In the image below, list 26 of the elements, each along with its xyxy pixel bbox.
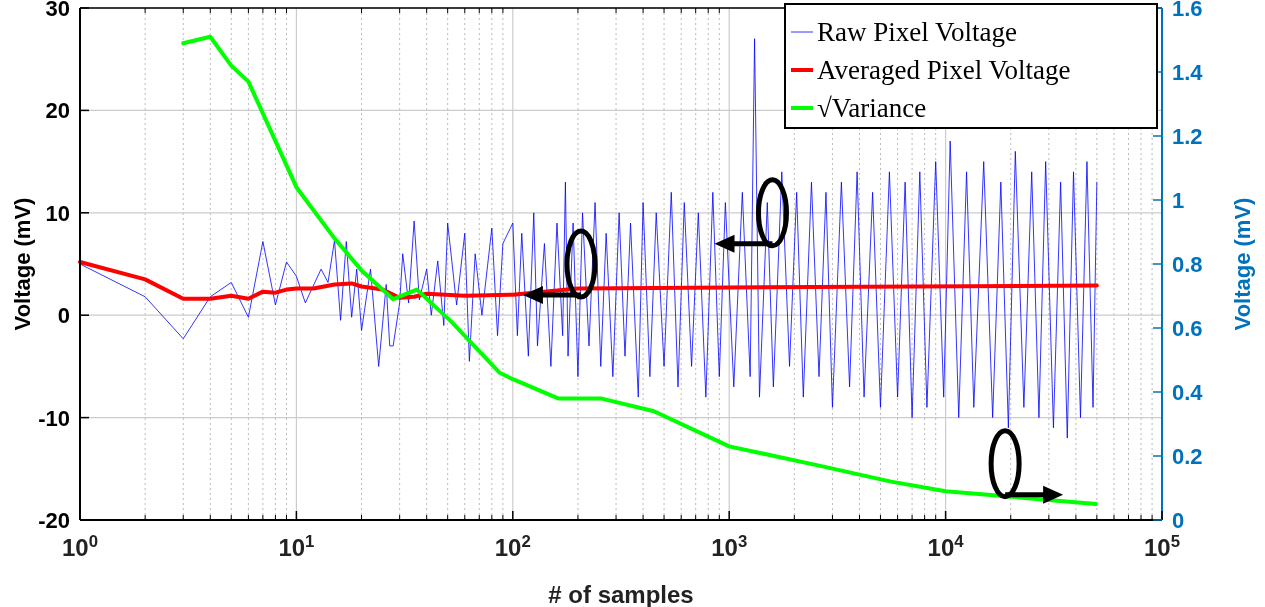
x-tick-label: 10$^{4}$ [927, 531, 965, 561]
y-tick-label: 10 [45, 200, 70, 226]
legend-label: Raw Pixel Voltage [817, 17, 1018, 47]
y-tick-label: -20 [38, 508, 70, 533]
y2-tick-label: 1.4 [1172, 60, 1204, 85]
y2-tick-label: 0.4 [1172, 380, 1204, 405]
legend-label: Averaged Pixel Voltage [817, 55, 1071, 85]
y-tick-label: 20 [45, 98, 70, 124]
x-tick-label: 10$^{3}$ [711, 531, 748, 561]
y2-tick-label: 1.2 [1172, 124, 1203, 149]
y2-axis-title: Voltage (mV) [1230, 197, 1255, 331]
y-axis-title: Voltage (mV) [10, 197, 35, 331]
x-tick-label: 10$^{1}$ [278, 531, 315, 561]
legend-label: √Variance [817, 93, 927, 123]
y2-tick-label: 1.6 [1172, 0, 1203, 21]
y2-tick-label: 0.2 [1172, 444, 1203, 469]
x-tick-label: 10$^{0}$ [61, 531, 99, 561]
y2-tick-label: 0 [1172, 508, 1185, 533]
y-tick-label: 0 [57, 303, 70, 329]
y-tick-label: 30 [45, 0, 70, 21]
y2-tick-label: 0.8 [1172, 252, 1203, 277]
y-tick-label: -10 [38, 405, 70, 431]
y2-tick-label: 1 [1172, 188, 1185, 213]
x-tick-label: 10$^{5}$ [1143, 531, 1181, 561]
y2-tick-label: 0.6 [1172, 316, 1203, 341]
x-tick-label: 10$^{2}$ [494, 531, 531, 561]
